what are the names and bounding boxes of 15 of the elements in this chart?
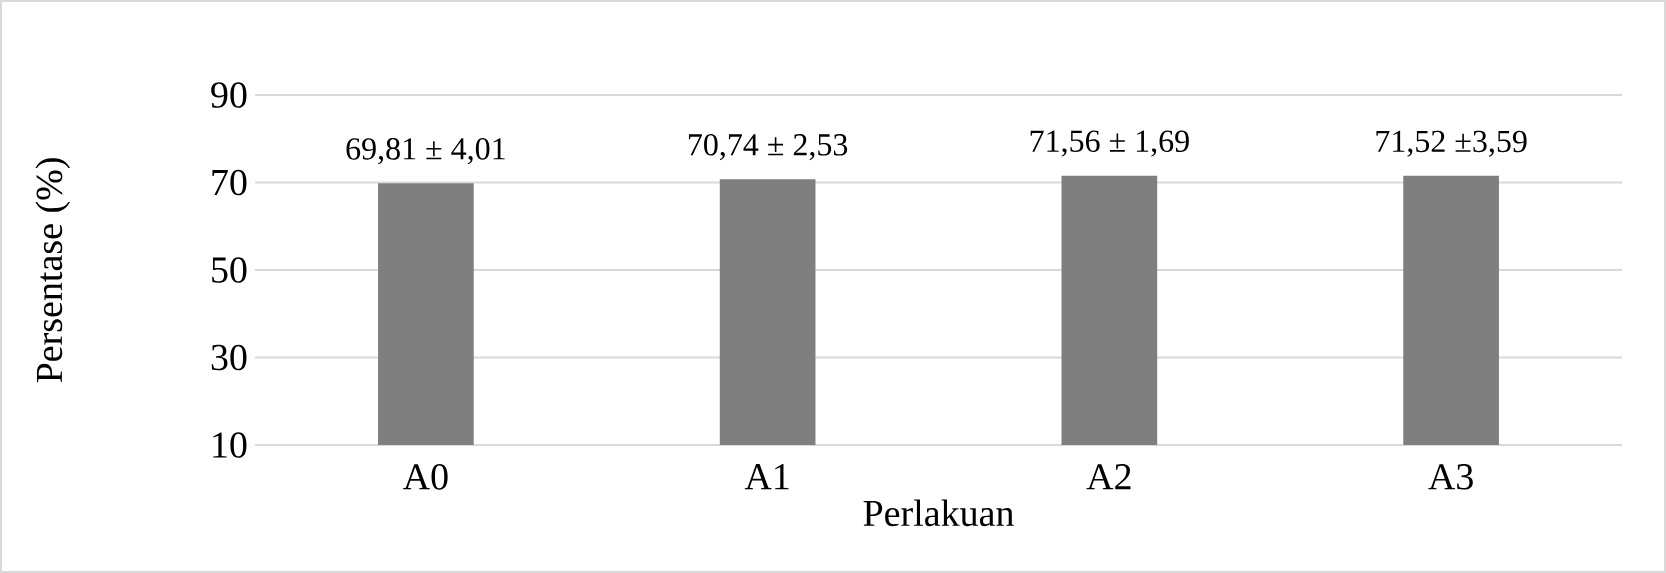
- data-label: 70,74 ± 2,53: [688, 134, 848, 161]
- y-tick-label: 70: [212, 169, 247, 196]
- x-tick-label: A2: [1086, 464, 1131, 490]
- y-tick-label: 30: [211, 344, 247, 371]
- x-tick-label: A3: [1428, 464, 1473, 490]
- x-tick-label: A0: [403, 464, 448, 490]
- x-axis-title: Perlakuan: [863, 499, 1014, 527]
- data-label: 71,56 ± 1,69: [1030, 130, 1189, 157]
- y-tick-label: 10: [213, 432, 247, 458]
- y-tick-label: 90: [211, 82, 247, 108]
- x-tick-label: A1: [744, 464, 789, 490]
- data-label: 71,52 ±3,59: [1376, 130, 1527, 157]
- data-label: 69,81 ± 4,01: [346, 138, 505, 165]
- y-axis-title: Persentase (%): [35, 158, 70, 383]
- y-tick-label: 50: [212, 257, 247, 283]
